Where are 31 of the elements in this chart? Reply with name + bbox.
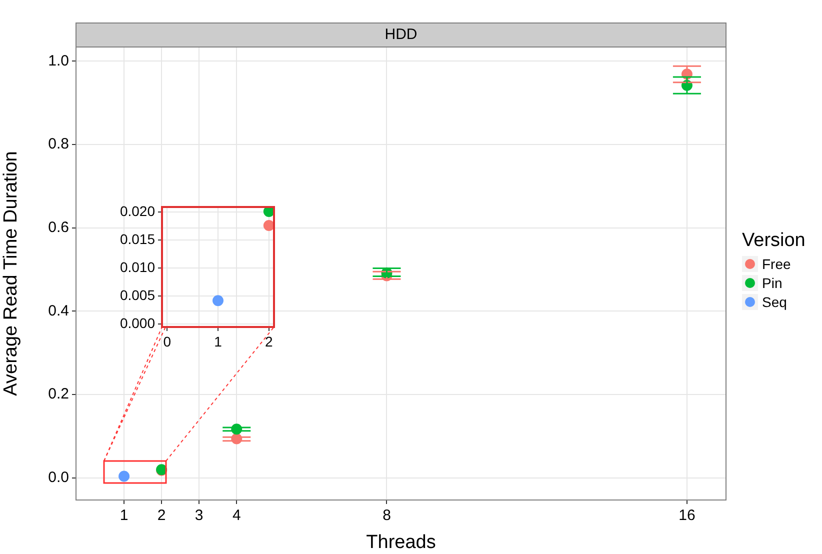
x-tick-label: 0 bbox=[163, 333, 172, 350]
y-tick-label: 0.010 bbox=[120, 258, 156, 275]
x-tick-label: 1 bbox=[120, 507, 128, 524]
y-tick-label: 0.0 bbox=[48, 469, 69, 486]
chart-title: HDD bbox=[384, 26, 418, 44]
y-tick-label: 0.020 bbox=[120, 202, 156, 219]
legend-label: Seq bbox=[762, 294, 787, 310]
point bbox=[263, 207, 274, 217]
y-tick-label: 0.6 bbox=[48, 219, 69, 236]
y-tick-label: 0.8 bbox=[48, 136, 69, 153]
point bbox=[118, 470, 130, 482]
point bbox=[263, 220, 274, 232]
y-tick-label: 0.005 bbox=[120, 287, 156, 304]
legend-label: Free bbox=[762, 256, 791, 272]
x-tick-label: 4 bbox=[232, 507, 241, 524]
y-tick-label: 0.2 bbox=[48, 386, 69, 403]
x-tick-label: 1 bbox=[214, 333, 222, 350]
y-tick-label: 0.000 bbox=[120, 315, 156, 332]
y-tick-label: 1.0 bbox=[48, 52, 69, 70]
x-tick-label: 2 bbox=[157, 507, 166, 524]
x-tick-label: 16 bbox=[678, 507, 696, 524]
x-tick-label: 3 bbox=[194, 507, 204, 524]
y-tick-label: 0.015 bbox=[120, 230, 156, 247]
legend-label: Pin bbox=[762, 274, 782, 290]
point bbox=[212, 295, 224, 306]
x-tick-label: 8 bbox=[382, 507, 391, 524]
y-tick-label: 0.4 bbox=[48, 302, 69, 320]
x-axis-title: Threads bbox=[366, 532, 436, 553]
y-axis-title: Average Read Time Duration bbox=[0, 151, 22, 396]
legend-title: Version bbox=[742, 230, 806, 252]
x-tick-label: 2 bbox=[265, 333, 274, 350]
